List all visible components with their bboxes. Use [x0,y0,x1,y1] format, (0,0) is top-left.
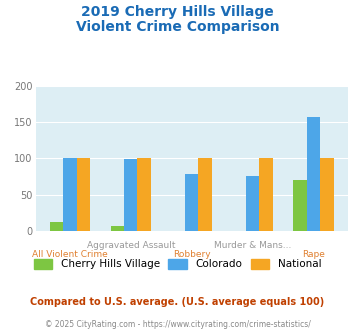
Text: Murder & Mans...: Murder & Mans... [214,241,291,250]
Text: 2019 Cherry Hills Village: 2019 Cherry Hills Village [81,5,274,19]
Text: Aggravated Assault: Aggravated Assault [87,241,175,250]
Text: Robbery: Robbery [173,250,211,259]
Bar [50,221,63,231]
Bar [77,158,90,231]
Text: Rape: Rape [302,250,325,259]
Legend: Cherry Hills Village, Colorado, National: Cherry Hills Village, Colorado, National [29,254,326,274]
Bar [246,176,260,231]
Bar [63,158,77,231]
Text: Compared to U.S. average. (U.S. average equals 100): Compared to U.S. average. (U.S. average … [31,297,324,307]
Text: All Violent Crime: All Violent Crime [32,250,108,259]
Bar [320,158,334,231]
Bar [260,158,273,231]
Text: Violent Crime Comparison: Violent Crime Comparison [76,20,279,34]
Bar [137,158,151,231]
Bar [185,174,198,231]
Text: © 2025 CityRating.com - https://www.cityrating.com/crime-statistics/: © 2025 CityRating.com - https://www.city… [45,320,310,329]
Bar [307,117,320,231]
Bar [124,159,137,231]
Bar [294,180,307,231]
Bar [111,226,124,231]
Bar [198,158,212,231]
